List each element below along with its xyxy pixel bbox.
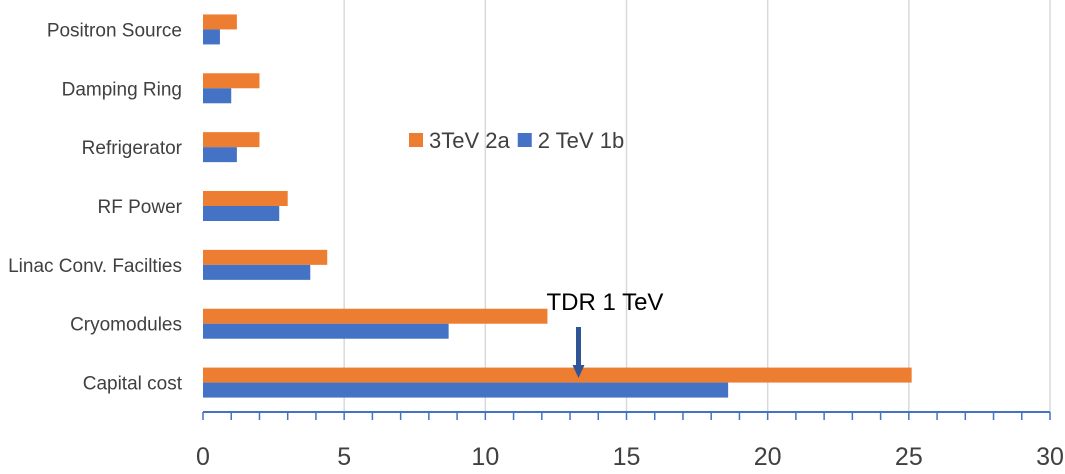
annotation-arrow-shaft: [576, 327, 582, 367]
bars: [203, 14, 912, 398]
x-tick-label: 30: [1036, 443, 1064, 471]
bar-series1-0: [203, 367, 912, 383]
category-label: Damping Ring: [62, 79, 182, 100]
bar-series2-6: [203, 29, 220, 45]
legend: 3TeV 2a 2 TeV 1b: [409, 128, 624, 153]
bar-series2-2: [203, 264, 311, 280]
category-label: Positron Source: [47, 20, 182, 41]
legend-swatch: [517, 133, 532, 147]
x-tick-label: 5: [337, 443, 351, 471]
bar-series1-1: [203, 308, 548, 324]
category-label: RF Power: [98, 197, 183, 218]
x-tick-label: 10: [471, 443, 499, 471]
bar-series2-1: [203, 323, 449, 339]
category-label: Capital cost: [83, 374, 183, 395]
bar-series2-5: [203, 88, 232, 104]
grid-lines: [343, 0, 1051, 412]
x-tick-label: 25: [895, 443, 923, 471]
annotation: TDR 1 TeV: [547, 289, 664, 378]
legend-swatch: [409, 133, 423, 147]
x-tick-label: 0: [196, 443, 210, 471]
bar-series1-3: [203, 191, 288, 206]
bar-series2-4: [203, 147, 237, 163]
category-label: Linac Conv. Facilties: [8, 256, 182, 277]
x-tick-label: 20: [754, 443, 782, 471]
category-labels: Capital cost Cryomodules Linac Conv. Facil…: [8, 20, 183, 394]
bar-series1-4: [203, 132, 260, 148]
x-tick-label: 15: [613, 443, 641, 471]
bar-series2-3: [203, 206, 280, 221]
category-label: Cryomodules: [70, 315, 182, 336]
bar-series2-0: [203, 382, 729, 398]
bar-series1-2: [203, 249, 328, 265]
legend-label: 3TeV 2a: [429, 128, 510, 153]
legend-label: 2 TeV 1b: [538, 128, 624, 153]
annotation-text: TDR 1 TeV: [547, 289, 664, 316]
x-axis: 0 5 10 15 20 25 30: [196, 411, 1064, 471]
bar-series1-5: [203, 73, 260, 89]
annotation-arrow-icon: [572, 365, 585, 378]
category-label: Refrigerator: [82, 138, 183, 159]
bar-series1-6: [203, 14, 237, 30]
